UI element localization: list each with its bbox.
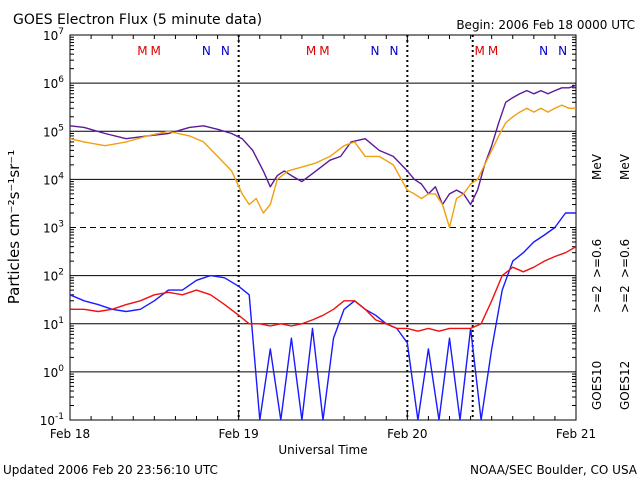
y-tick-label: 101 bbox=[43, 316, 64, 332]
satellite-marker-n: N bbox=[539, 44, 548, 58]
x-tick-label: Feb 19 bbox=[218, 427, 258, 441]
y-axis-label: Particles cm⁻²s⁻¹sr⁻¹ bbox=[5, 150, 23, 304]
x-axis-label: Universal Time bbox=[278, 443, 367, 457]
data-series bbox=[69, 84, 577, 421]
y-tick-label: 107 bbox=[43, 27, 64, 43]
legend-sat-goes12: GOES12 bbox=[618, 361, 632, 410]
legend-goes10-ge06: >=0.6 bbox=[590, 239, 604, 278]
series-line-0 bbox=[69, 84, 577, 206]
satellite-marker-m: M bbox=[151, 44, 161, 58]
satellite-marker-n: N bbox=[389, 44, 398, 58]
legend-goes10-ge2: >=2 bbox=[590, 285, 604, 313]
y-tick-label: 100 bbox=[43, 364, 64, 380]
right-legend: GOES10 >=2 >=0.6 MeV GOES12 >=2 >=0.6 Me… bbox=[590, 153, 632, 410]
chart-title: GOES Electron Flux (5 minute data) bbox=[13, 12, 262, 28]
legend-goes12-ge2: >=2 bbox=[618, 285, 632, 313]
y-tick-label: 105 bbox=[43, 123, 64, 139]
satellite-marker-m: M bbox=[319, 44, 329, 58]
series-line-3 bbox=[70, 246, 577, 332]
satellite-marker-n: N bbox=[558, 44, 567, 58]
x-tick-labels: Feb 18 Feb 19 Feb 20 Feb 21 bbox=[50, 427, 596, 441]
satellite-marker-m: M bbox=[488, 44, 498, 58]
satellite-marker-n: N bbox=[371, 44, 380, 58]
y-tick-label: 103 bbox=[43, 220, 64, 236]
satellite-marker-n: N bbox=[221, 44, 230, 58]
x-tick-label: Feb 21 bbox=[556, 427, 596, 441]
satellite-marker-m: M bbox=[137, 44, 147, 58]
legend-unit-1: MeV bbox=[590, 153, 604, 180]
x-tick-label: Feb 18 bbox=[50, 427, 90, 441]
satellite-marker-m: M bbox=[475, 44, 485, 58]
series-line-1 bbox=[69, 104, 576, 229]
y-tick-label: 102 bbox=[43, 268, 64, 284]
y-tick-label: 10-1 bbox=[40, 412, 64, 428]
satellite-marker-m: M bbox=[306, 44, 316, 58]
begin-time-label: Begin: 2006 Feb 18 0000 UTC bbox=[456, 18, 635, 32]
satellite-marker-n: N bbox=[202, 44, 211, 58]
updated-timestamp: Updated 2006 Feb 20 23:56:10 UTC bbox=[3, 463, 218, 477]
legend-unit-2: MeV bbox=[618, 153, 632, 180]
legend-sat-goes10: GOES10 bbox=[590, 361, 604, 410]
gridlines bbox=[69, 34, 577, 421]
day-separators bbox=[237, 35, 474, 420]
y-tick-label: 104 bbox=[43, 171, 64, 187]
legend-goes12-ge06: >=0.6 bbox=[618, 239, 632, 278]
credit-label: NOAA/SEC Boulder, CO USA bbox=[470, 463, 638, 477]
x-tick-label: Feb 20 bbox=[387, 427, 427, 441]
y-tick-label: 106 bbox=[43, 75, 64, 91]
y-tick-labels: 107 106 105 104 103 102 101 100 10-1 bbox=[40, 27, 65, 428]
series-line-2 bbox=[69, 212, 576, 421]
